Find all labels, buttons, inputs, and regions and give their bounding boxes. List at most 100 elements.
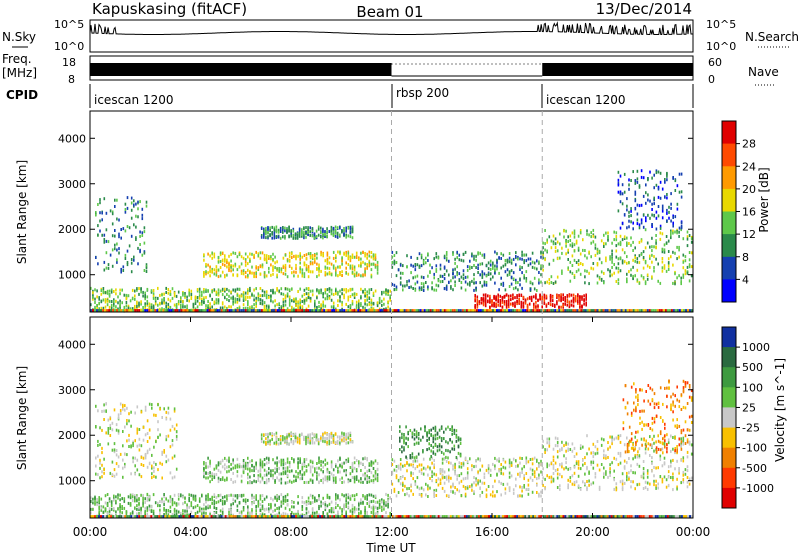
heatmap-cell [628, 214, 630, 218]
heatmap-cell [286, 275, 289, 279]
ground-scatter-cell [118, 309, 121, 313]
heatmap-cell [642, 256, 645, 259]
heatmap-cell [615, 249, 618, 253]
heatmap-cell [263, 253, 266, 257]
heatmap-cell [366, 478, 368, 481]
heatmap-cell [301, 233, 303, 236]
heatmap-cell [341, 509, 343, 513]
heatmap-cell [271, 432, 273, 435]
heatmap-cell [236, 287, 239, 291]
heatmap-cell [680, 280, 682, 284]
heatmap-cell [642, 194, 645, 198]
heatmap-cell [307, 269, 310, 273]
heatmap-cell [150, 303, 153, 307]
heatmap-cell [663, 266, 666, 270]
ground-scatter-cell [373, 309, 376, 313]
heatmap-cell [594, 235, 597, 239]
ground-scatter-cell [658, 309, 661, 313]
heatmap-cell [133, 223, 135, 227]
heatmap-cell [288, 295, 291, 299]
heatmap-cell [253, 255, 255, 259]
heatmap-cell [670, 192, 672, 196]
heatmap-cell [303, 230, 305, 234]
heatmap-cell [113, 304, 115, 308]
heatmap-cell [253, 474, 255, 478]
heatmap-cell [621, 259, 624, 263]
heatmap-cell [389, 296, 391, 300]
heatmap-cell [122, 227, 125, 231]
heatmap-cell [443, 254, 446, 258]
heatmap-cell [313, 433, 316, 437]
heatmap-cell [355, 271, 358, 275]
heatmap-cell [106, 512, 109, 516]
heatmap-cell [619, 174, 622, 178]
heatmap-cell [169, 495, 172, 499]
heatmap-cell [521, 286, 523, 290]
heatmap-cell [611, 253, 613, 256]
heatmap-cell [666, 178, 668, 182]
heatmap-cell [130, 234, 133, 238]
heatmap-cell [272, 509, 274, 513]
heatmap-cell [263, 275, 266, 279]
heatmap-cell [318, 305, 320, 309]
heatmap-cell [284, 266, 287, 270]
heatmap-cell [131, 495, 134, 499]
heatmap-cell [341, 292, 343, 296]
heatmap-cell [234, 289, 237, 293]
heatmap-cell [385, 288, 387, 292]
heatmap-cell [499, 301, 502, 305]
heatmap-cell [433, 257, 435, 261]
heatmap-cell [247, 268, 249, 272]
heatmap-cell [143, 241, 146, 245]
ground-scatter-cell [447, 309, 450, 313]
ground-scatter-cell [180, 309, 183, 313]
heatmap-cell [305, 298, 308, 302]
heatmap-cell [649, 254, 651, 258]
heatmap-cell [242, 269, 245, 273]
heatmap-cell [279, 435, 282, 439]
heatmap-cell [157, 296, 159, 300]
heatmap-cell [247, 289, 249, 293]
heatmap-cell [249, 259, 251, 263]
ground-scatter-cell [120, 309, 123, 313]
heatmap-cell [391, 472, 394, 476]
heatmap-cell [207, 300, 209, 303]
heatmap-cell [582, 263, 584, 267]
ground-scatter-cell [455, 309, 458, 313]
heatmap-cell [347, 226, 350, 230]
heatmap-cell [460, 258, 463, 262]
heatmap-cell [420, 468, 423, 472]
noise-left-tick-bottom: 10^0 [54, 40, 84, 53]
heatmap-cell [393, 254, 396, 257]
ground-scatter-cell [642, 309, 645, 313]
heatmap-cell [240, 294, 243, 298]
heatmap-cell [116, 198, 118, 202]
heatmap-cell [623, 213, 626, 217]
heatmap-cell [217, 299, 220, 303]
heatmap-cell [163, 503, 165, 507]
colorbar-tick-label: 12 [742, 228, 756, 241]
ground-scatter-cell [648, 309, 651, 313]
heatmap-cell [318, 504, 320, 508]
heatmap-cell [257, 252, 260, 256]
heatmap-cell [330, 305, 333, 309]
heatmap-cell [366, 494, 368, 498]
heatmap-cell [301, 432, 303, 436]
heatmap-cell [378, 301, 381, 305]
heatmap-cell [399, 458, 402, 461]
heatmap-cell [146, 295, 149, 299]
heatmap-cell [209, 512, 211, 516]
ground-scatter-cell [208, 309, 211, 313]
heatmap-cell [240, 262, 243, 266]
heatmap-cell [257, 296, 260, 300]
heatmap-cell [205, 494, 207, 498]
ground-scatter-cell [371, 309, 374, 313]
heatmap-cell [547, 301, 550, 305]
heatmap-cell [275, 225, 278, 229]
heatmap-cell [297, 501, 299, 505]
heatmap-cell [322, 433, 324, 436]
heatmap-cell [318, 513, 320, 517]
heatmap-cell [341, 229, 343, 233]
heatmap-cell [376, 479, 379, 483]
heatmap-cell [554, 242, 557, 246]
